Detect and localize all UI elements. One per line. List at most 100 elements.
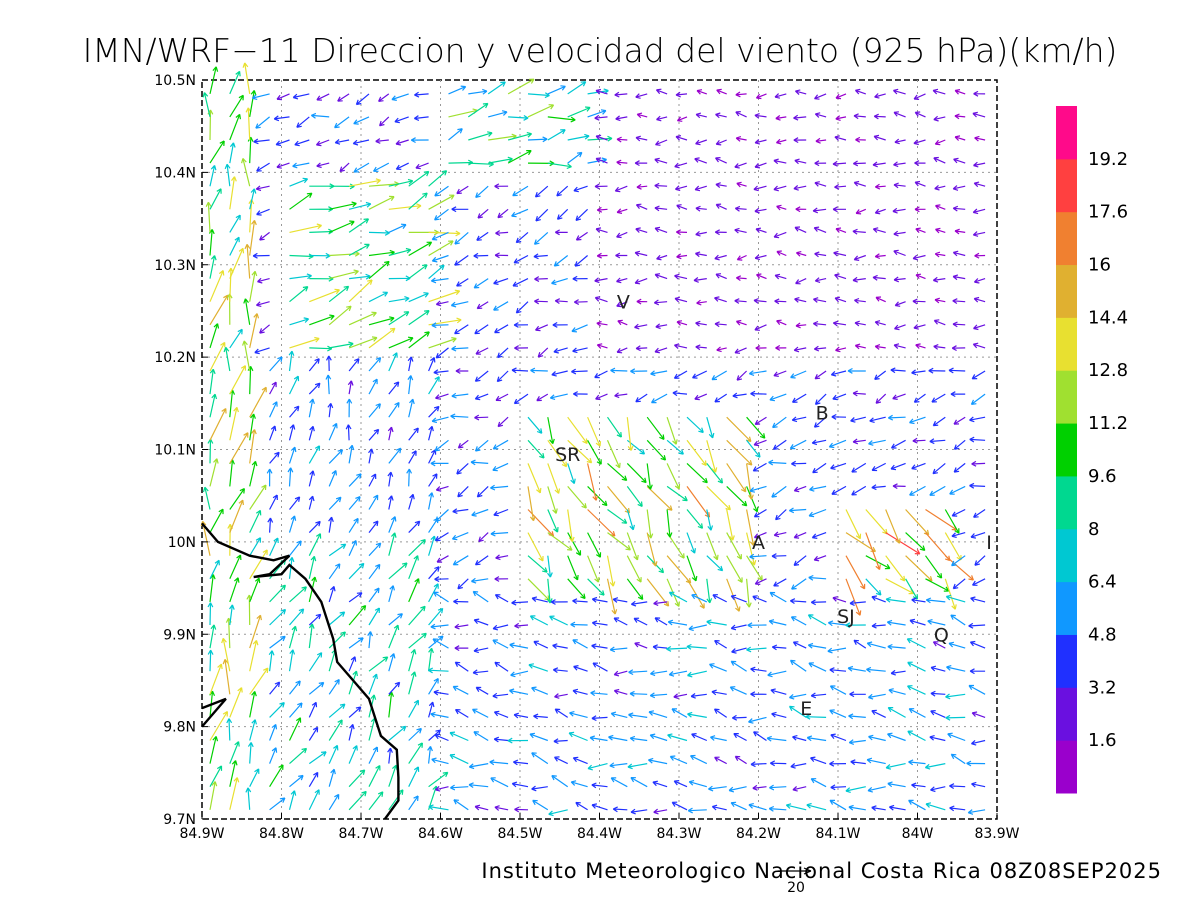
wind-vector-arrow — [735, 275, 747, 282]
wind-vector-arrow — [308, 470, 315, 487]
wind-vector-arrow — [731, 647, 747, 654]
wind-vector-arrow — [893, 343, 906, 349]
wind-vector-arrow — [252, 252, 270, 259]
wind-vector-arrow — [848, 739, 866, 745]
wind-vector-arrow — [288, 424, 296, 441]
wind-vector-arrow — [431, 231, 449, 241]
wind-vector-arrow — [497, 347, 509, 359]
wind-vector-arrow — [514, 622, 529, 629]
wind-vector-arrow — [791, 416, 807, 423]
wind-vector-arrow — [746, 646, 767, 653]
wind-vector-arrow — [223, 346, 231, 372]
wind-vector-arrow — [811, 532, 827, 539]
wind-vector-arrow — [746, 463, 754, 500]
wind-vector-arrow — [408, 742, 423, 764]
x-tick-label: 84.3W — [656, 826, 701, 842]
wind-vector-arrow — [752, 462, 767, 472]
wind-vector-arrow — [885, 555, 906, 582]
wind-vector-arrow — [209, 559, 220, 580]
latitude-ticks: 9.7N 9.8N 9.9N 10N 10.1N 10.2N 10.3N 10.4N 10.5N — [154, 73, 208, 828]
wind-vector-arrow — [514, 806, 529, 813]
wind-vector-arrow — [547, 509, 559, 533]
wind-vector-arrow — [935, 204, 946, 210]
wind-vector-arrow — [968, 622, 986, 629]
wind-vector-arrow — [308, 789, 320, 811]
colorbar-label: 6.4 — [1088, 572, 1117, 593]
wind-vector-arrow — [695, 344, 707, 351]
wind-vector-arrow — [789, 598, 807, 605]
wind-vector-arrow — [954, 113, 966, 120]
wind-vector-arrow — [750, 761, 767, 768]
wind-vector-arrow — [934, 297, 946, 304]
wind-vector-arrow — [626, 486, 643, 508]
wind-vector-arrow — [914, 180, 926, 187]
wind-vector-arrow — [674, 185, 688, 192]
wind-vector-arrow — [913, 139, 926, 146]
wind-vector-arrow — [793, 346, 807, 353]
wind-vector-arrow — [734, 162, 747, 169]
wind-vector-arrow — [948, 641, 966, 649]
wind-vector-arrow — [952, 578, 966, 590]
wind-vector-arrow — [494, 183, 509, 190]
wind-vector-arrow — [224, 163, 231, 187]
wind-vector-arrow — [451, 206, 469, 213]
wind-vector-arrow — [553, 738, 568, 745]
wind-vector-arrow — [497, 416, 509, 428]
wind-vector-arrow — [973, 509, 986, 518]
wind-vector-arrow — [634, 323, 648, 330]
wind-vector-arrow — [915, 343, 926, 349]
wind-vector-arrow — [669, 755, 688, 765]
wind-vector-arrow — [348, 604, 367, 626]
wind-vector-arrow — [288, 375, 300, 395]
wind-vector-arrow — [229, 741, 240, 764]
wind-vector-arrow — [229, 432, 249, 464]
wind-vector-arrow — [852, 228, 866, 235]
wind-vector-arrow — [607, 416, 622, 438]
wind-vector-arrow — [328, 744, 339, 764]
wind-vector-arrow — [706, 417, 715, 439]
wind-vector-arrow — [514, 345, 529, 351]
wind-vector-arrow — [327, 402, 334, 418]
wind-vector-arrow — [754, 254, 767, 261]
wind-vector-arrow — [229, 687, 243, 718]
wind-vector-arrow — [789, 693, 807, 700]
wind-vector-arrow — [428, 357, 436, 372]
wind-vector-arrow — [609, 646, 628, 653]
wind-vector-arrow — [428, 230, 461, 237]
wind-vector-arrow — [288, 556, 295, 579]
wind-vector-arrow — [635, 135, 648, 142]
wind-vector-arrow — [855, 208, 867, 215]
wind-vector-arrow — [609, 762, 628, 769]
wind-vector-arrow — [969, 416, 986, 423]
wind-vector-arrow — [387, 495, 394, 510]
x-tick-label: 84.8W — [259, 826, 304, 842]
wind-vector-arrow — [292, 162, 310, 169]
y-tick-label: 9.8N — [163, 720, 196, 736]
y-tick-label: 9.9N — [163, 627, 196, 643]
wind-vector-arrow — [687, 670, 707, 678]
wind-vector-arrow — [296, 116, 310, 128]
wind-vector-arrow — [634, 250, 648, 257]
wind-vector-arrow — [807, 642, 827, 649]
wind-vector-arrow — [932, 276, 946, 283]
colorbar-label: 3.2 — [1088, 677, 1117, 698]
wind-vector-arrow — [809, 485, 827, 492]
wind-vector-arrow — [289, 747, 308, 765]
wind-vector-arrow — [554, 756, 568, 765]
wind-vector-arrow — [756, 273, 767, 280]
wind-vector-arrow — [531, 752, 549, 765]
wind-vector-arrow — [914, 206, 926, 213]
wind-vector-arrow — [795, 251, 807, 257]
wind-vector-arrow — [339, 162, 350, 173]
wind-vector-arrow — [550, 599, 568, 605]
wind-vector-arrow — [269, 702, 285, 718]
wind-vector-arrow — [474, 804, 489, 811]
wind-vector-arrow — [229, 487, 245, 510]
colorbar-swatch — [1056, 581, 1077, 635]
wind-vector-arrow — [851, 462, 867, 473]
wind-vector-arrow — [368, 229, 390, 236]
wind-vector-arrow — [595, 227, 608, 233]
wind-vector-arrow — [615, 252, 628, 259]
wind-vector-arrow — [774, 93, 787, 99]
wind-vector-arrow — [746, 509, 756, 546]
